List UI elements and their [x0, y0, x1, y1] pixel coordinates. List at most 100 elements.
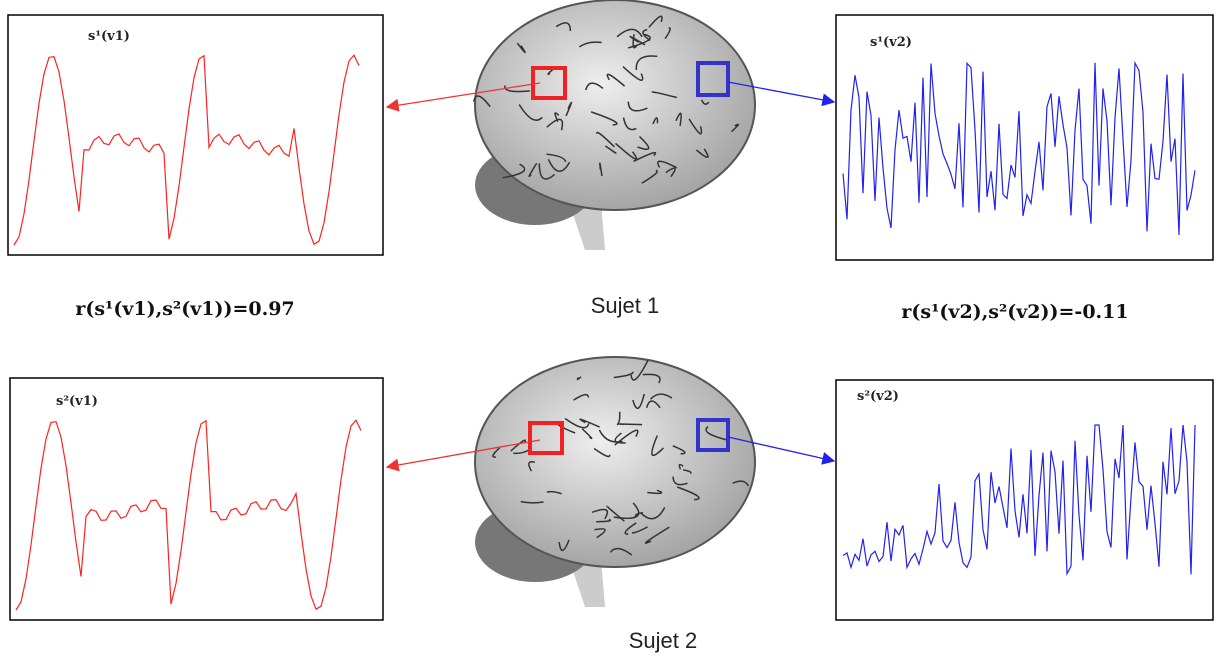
- traces: [13, 54, 1196, 611]
- gyrus: [504, 85, 530, 93]
- gyrus: [622, 65, 644, 81]
- gyrus: [732, 480, 750, 487]
- gyrus: [616, 28, 643, 38]
- correlation: r(s¹(v1),s²(v1))=0.97: [75, 298, 294, 320]
- gyrus: [538, 163, 556, 180]
- gyrus: [647, 489, 663, 495]
- gyrus: [730, 123, 740, 133]
- region-marker: [696, 61, 730, 97]
- subject-label: Sujet 2: [629, 628, 698, 653]
- gyrus: [695, 148, 709, 159]
- gyrus: [641, 169, 658, 184]
- gyrus: [640, 507, 666, 520]
- gyrus: [598, 429, 623, 443]
- gyrus: [596, 518, 612, 523]
- gyrus: [644, 526, 670, 544]
- signal-box: [835, 379, 1214, 621]
- gyrus: [510, 439, 526, 452]
- panel-label: s²(v2): [857, 389, 899, 404]
- gyrus: [546, 118, 564, 131]
- gyrus: [606, 505, 625, 522]
- gyrus: [631, 526, 648, 534]
- gyrus: [593, 447, 611, 458]
- gyrus: [645, 400, 661, 409]
- gyrus: [547, 68, 555, 76]
- gyrus: [651, 91, 678, 99]
- gyrus: [516, 42, 526, 54]
- gyrus: [613, 371, 634, 379]
- gyrus: [649, 393, 673, 400]
- gyrus: [573, 393, 590, 401]
- gyrus: [635, 55, 658, 71]
- gyrus: [675, 112, 682, 127]
- region-marker: [696, 418, 730, 452]
- correlation: r(s¹(v2),s²(v2))=-0.11: [901, 301, 1128, 323]
- gyrus: [473, 95, 491, 108]
- gyrus: [642, 28, 651, 42]
- gyrus: [565, 101, 573, 117]
- gyrus: [594, 528, 606, 539]
- gyrus: [664, 27, 671, 40]
- region-marker: [531, 66, 567, 100]
- signal-trace: [842, 60, 1196, 236]
- gyrus: [614, 432, 626, 444]
- cerebrum: [474, 356, 756, 568]
- gyrus: [676, 486, 700, 501]
- arrow: [385, 439, 541, 472]
- gyrus: [520, 500, 544, 504]
- gyrus: [585, 82, 604, 91]
- panel-label: s¹(v2): [870, 35, 912, 50]
- gyrus: [502, 163, 526, 179]
- gyrus: [591, 508, 609, 520]
- gyrus: [558, 539, 570, 552]
- gyrus: [678, 463, 684, 470]
- gyrus: [672, 476, 688, 486]
- gyrus: [633, 151, 657, 163]
- gyrus: [648, 15, 663, 28]
- region-marker: [528, 421, 564, 455]
- gyrus: [657, 160, 678, 169]
- arrow: [385, 82, 541, 112]
- gyrus: [629, 35, 646, 46]
- gyrus: [672, 445, 686, 455]
- gyrus: [528, 461, 536, 472]
- gyrus: [700, 99, 710, 105]
- signal-box: [7, 14, 384, 256]
- gyrus: [599, 162, 603, 177]
- gyrus: [618, 423, 643, 426]
- subject-label: Sujet 1: [591, 293, 660, 318]
- signal-box: [9, 377, 384, 621]
- gyrus: [547, 158, 571, 172]
- signal-box: [835, 14, 1214, 261]
- gyrus: [606, 73, 626, 87]
- gyrus: [632, 393, 645, 409]
- gyrus: [546, 490, 562, 495]
- gyrus: [605, 145, 617, 154]
- cerebrum: [474, 0, 756, 211]
- gyrus: [578, 41, 602, 48]
- arrow: [727, 436, 836, 465]
- gyrus: [492, 447, 501, 458]
- gyrus: [688, 118, 703, 135]
- arrow: [727, 81, 836, 107]
- gyrus: [616, 411, 621, 426]
- gyrus: [642, 373, 661, 384]
- gyrus: [682, 469, 692, 475]
- gyrus: [596, 131, 615, 148]
- panel-label: s²(v1): [56, 394, 98, 409]
- gyrus: [615, 142, 638, 160]
- gyrus: [637, 136, 650, 150]
- gyrus: [609, 547, 633, 556]
- signal-trace: [842, 424, 1196, 577]
- gyrus: [555, 22, 572, 32]
- gyrus: [581, 428, 593, 440]
- signal-trace: [15, 419, 362, 611]
- gyrus: [546, 153, 567, 163]
- gyrus: [590, 111, 618, 126]
- gyrus: [705, 426, 727, 441]
- gyrus: [518, 104, 543, 121]
- panel-label: s¹(v1): [88, 29, 130, 44]
- gyrus: [665, 167, 676, 178]
- gyrus: [579, 418, 600, 428]
